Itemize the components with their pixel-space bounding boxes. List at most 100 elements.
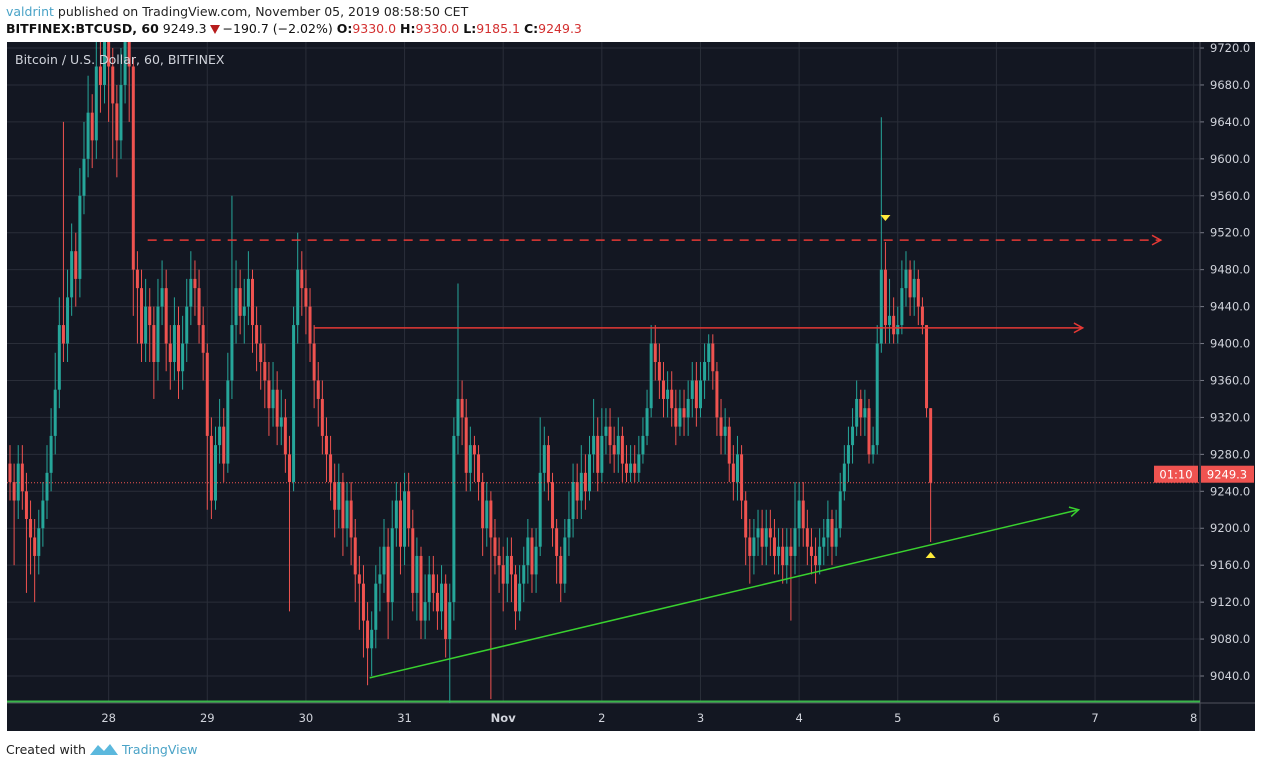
candle <box>415 537 419 621</box>
candle <box>49 408 53 492</box>
candle <box>24 472 28 593</box>
high-value: 9330.0 <box>415 21 460 36</box>
candle-body <box>929 408 933 483</box>
candle-body <box>53 389 57 436</box>
candle <box>760 509 764 566</box>
candle-body <box>324 435 328 455</box>
candle <box>555 519 559 584</box>
candle-body <box>168 343 172 363</box>
candle <box>768 509 772 556</box>
candle-body <box>271 389 275 409</box>
candle-body <box>218 426 222 446</box>
candle-body <box>826 519 830 538</box>
candle-body <box>686 398 690 418</box>
candle <box>904 251 908 307</box>
candle <box>16 445 20 520</box>
candle-body <box>625 463 628 473</box>
time-axis-label: 2 <box>598 711 605 725</box>
candle-body <box>879 269 883 344</box>
candle-body <box>341 482 345 529</box>
candle <box>493 519 497 575</box>
candle <box>604 408 608 455</box>
candle <box>916 269 920 326</box>
candle-body <box>497 555 501 566</box>
candle-body <box>707 343 711 363</box>
candle <box>329 435 333 501</box>
candle-body <box>851 426 855 446</box>
time-axis-label: 7 <box>1091 711 1098 725</box>
candle-body <box>74 251 78 279</box>
candle <box>185 278 189 363</box>
candle-body <box>592 435 596 455</box>
candle-body <box>555 528 559 556</box>
candle <box>209 417 213 520</box>
price-axis-label: 9680.0 <box>1210 78 1250 92</box>
candle-body <box>842 463 846 492</box>
candle <box>896 306 900 344</box>
candle <box>625 445 628 483</box>
candle-body <box>205 352 209 436</box>
candle-body <box>263 362 267 381</box>
candle-body <box>411 528 415 593</box>
candle-body <box>501 565 505 584</box>
candle <box>678 389 682 436</box>
candle-body <box>160 288 164 307</box>
candle <box>333 463 337 538</box>
candle-body <box>45 472 49 501</box>
candle-body <box>481 482 485 529</box>
candle <box>620 426 624 483</box>
candle-body <box>20 463 24 492</box>
candle <box>501 546 505 612</box>
candle-body <box>514 574 518 612</box>
candle-body <box>111 66 115 104</box>
candle <box>542 426 546 492</box>
candle <box>45 445 49 520</box>
author-link[interactable]: valdrint <box>6 4 54 19</box>
candle <box>682 389 686 436</box>
candle-body <box>123 42 127 85</box>
candle-body <box>559 555 563 584</box>
candle-body <box>230 325 234 381</box>
candle-body <box>645 408 649 436</box>
candle-body <box>904 269 908 289</box>
candle-body <box>690 380 694 399</box>
candle-body <box>925 325 929 409</box>
candle <box>711 334 715 390</box>
last-price-badge <box>1201 465 1254 483</box>
candle-body <box>115 103 119 141</box>
candle <box>218 398 222 464</box>
tradingview-brand-link[interactable]: TradingView <box>121 741 198 757</box>
candle <box>172 297 176 381</box>
candle <box>308 288 312 363</box>
candle-body <box>818 546 822 566</box>
candle <box>530 528 534 593</box>
candle-body <box>551 482 555 529</box>
candle <box>214 426 217 510</box>
candle <box>12 463 16 566</box>
candle-body <box>242 306 246 316</box>
candle-body <box>57 325 61 390</box>
candle-body <box>538 472 542 547</box>
candle <box>156 278 160 381</box>
candle-body <box>275 389 279 427</box>
candle-body <box>320 398 324 436</box>
candle-body <box>575 482 579 501</box>
time-axis-label: Nov <box>491 711 517 725</box>
candle-body <box>900 288 904 326</box>
candle <box>57 297 61 409</box>
candle <box>94 42 98 159</box>
candle-body <box>859 398 863 418</box>
candle <box>316 362 320 427</box>
candle <box>670 371 674 427</box>
candle-body <box>748 537 752 556</box>
symbol-label: BITFINEX:BTCUSD, 60 <box>6 21 159 36</box>
candle-body <box>916 278 920 307</box>
candle <box>830 509 834 566</box>
candle <box>838 472 842 538</box>
candle-body <box>920 306 924 326</box>
candle <box>719 398 723 455</box>
candle <box>727 417 731 483</box>
candle-body <box>912 278 916 298</box>
candle-body <box>703 362 707 381</box>
